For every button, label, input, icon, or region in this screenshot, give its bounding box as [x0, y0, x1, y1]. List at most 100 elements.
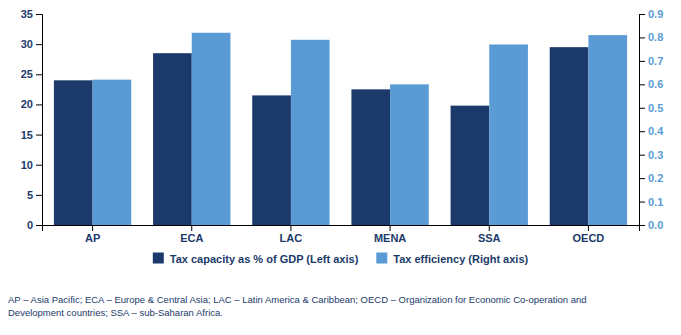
tick-label: AP [85, 232, 100, 244]
bar [153, 53, 192, 225]
legend-item: Tax efficiency (Right axis) [376, 253, 528, 265]
bar [252, 95, 291, 225]
footnote-line: AP – Asia Pacific; ECA – Europe & Centra… [8, 294, 587, 305]
tick-mark [36, 44, 42, 45]
tick-mark [290, 225, 291, 231]
tick-label: 0.1 [648, 196, 663, 208]
tick-label: 5 [27, 189, 33, 201]
tick-label: 10 [21, 159, 33, 171]
bar [390, 84, 429, 225]
tick: 0.1 [639, 196, 663, 208]
tick-mark [639, 61, 645, 62]
tick: 0.5 [639, 102, 663, 114]
tick: 30 [21, 38, 42, 50]
tick-label: 35 [21, 8, 33, 20]
tick: 15 [21, 129, 42, 141]
tick: ECA [180, 225, 203, 244]
bars [54, 33, 627, 225]
bar [291, 40, 330, 225]
bar [54, 80, 93, 225]
axis-line [43, 226, 640, 232]
tick-mark [639, 155, 645, 156]
legend-item: Tax capacity as % of GDP (Left axis) [153, 253, 359, 265]
footnote: AP – Asia Pacific; ECA – Europe & Centra… [8, 294, 587, 318]
axis-line [640, 15, 646, 226]
tick: 10 [21, 159, 42, 171]
bar [351, 89, 390, 225]
tick-mark [588, 225, 589, 231]
tick-label: 0.6 [648, 78, 663, 90]
tick-mark [639, 202, 645, 203]
x-axis: AP ECA LAC MENA SSA OECD [43, 225, 640, 244]
tick-mark [36, 195, 42, 196]
bar [489, 44, 528, 225]
legend-swatch [376, 253, 387, 264]
footnote-line: Development countries; SSA – sub-Saharan… [8, 307, 223, 318]
tick: 5 [27, 189, 42, 201]
legend-label: Tax efficiency (Right axis) [393, 253, 528, 265]
tick-label: 30 [21, 38, 33, 50]
tick: 0.8 [639, 31, 663, 43]
tick-mark [639, 178, 645, 179]
legend-swatch [153, 253, 164, 264]
tick-mark [639, 131, 645, 132]
tick: 0.7 [639, 55, 663, 67]
tick: AP [85, 225, 100, 244]
legend-label: Tax capacity as % of GDP (Left axis) [170, 253, 359, 265]
tick-label: 0.2 [648, 172, 663, 184]
bar [588, 35, 627, 225]
tick: 25 [21, 68, 42, 80]
tick-label: MENA [374, 232, 406, 244]
tick: 0 [27, 219, 42, 231]
tick: 0.9 [639, 8, 663, 20]
tick-label: 0.9 [648, 8, 663, 20]
y-axis: 0 5 10 15 20 25 30 35 [21, 8, 43, 231]
tick-mark [390, 225, 391, 231]
tick-mark [191, 225, 192, 231]
axis-line [36, 15, 43, 226]
tick: 20 [21, 98, 42, 110]
chart: 051015202530350.00.10.20.30.40.50.60.70.… [0, 0, 681, 335]
tick-label: 0.7 [648, 55, 663, 67]
tick-label: 0.8 [648, 31, 663, 43]
tick: 0.3 [639, 149, 663, 161]
tick-mark [36, 14, 42, 15]
tick-mark [36, 165, 42, 166]
tick-mark [639, 37, 645, 38]
tick: 0.0 [639, 219, 663, 231]
tick-mark [92, 225, 93, 231]
tick-label: 20 [21, 98, 33, 110]
tick-mark [36, 104, 42, 105]
plot: 051015202530350.00.10.20.30.40.50.60.70.… [21, 8, 664, 244]
tick-label: 0.0 [648, 219, 663, 231]
tick-mark [36, 135, 42, 136]
tick: LAC [280, 225, 303, 244]
tick-label: SSA [478, 232, 501, 244]
bar-series [93, 33, 628, 225]
tick-mark [36, 74, 42, 75]
tick-mark [639, 84, 645, 85]
tick: 0.2 [639, 172, 663, 184]
bar [192, 33, 231, 225]
tick: SSA [478, 225, 501, 244]
tick: 0.4 [639, 125, 664, 137]
tick-label: OECD [573, 232, 605, 244]
tick-mark [639, 108, 645, 109]
bar [451, 106, 490, 225]
tick-mark [489, 225, 490, 231]
tick-label: 25 [21, 68, 33, 80]
tick: 0.6 [639, 78, 663, 90]
tick-label: 15 [21, 129, 33, 141]
tick-mark [36, 225, 42, 226]
tick: OECD [573, 225, 605, 244]
tick-label: 0 [27, 219, 33, 231]
y2-axis: 0.0 0.1 0.2 0.3 0.4 0.5 0.6 0.7 0.8 0.9 [639, 8, 664, 231]
tick-label: LAC [280, 232, 303, 244]
bar [550, 47, 589, 225]
tick-label: 0.5 [648, 102, 663, 114]
tick: MENA [374, 225, 406, 244]
bar [93, 80, 132, 225]
tick-mark [639, 14, 645, 15]
tick-label: ECA [180, 232, 203, 244]
tick: 35 [21, 8, 42, 20]
